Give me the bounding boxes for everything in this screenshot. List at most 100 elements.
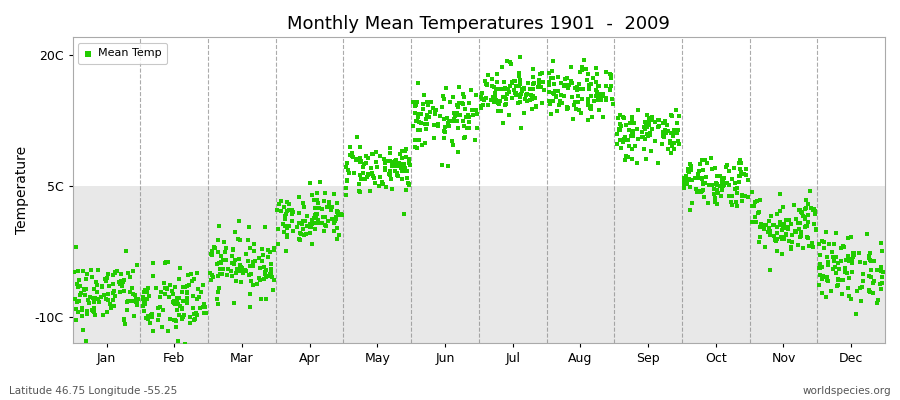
Mean Temp	[671, 127, 686, 133]
Mean Temp	[408, 103, 422, 109]
Mean Temp	[806, 220, 821, 227]
Mean Temp	[550, 108, 564, 114]
Mean Temp	[427, 122, 441, 128]
Mean Temp	[568, 98, 582, 105]
Mean Temp	[277, 229, 292, 236]
Mean Temp	[487, 99, 501, 106]
Mean Temp	[504, 79, 518, 85]
Mean Temp	[842, 258, 856, 264]
Mean Temp	[101, 297, 115, 303]
Mean Temp	[744, 202, 759, 209]
Mean Temp	[449, 102, 464, 108]
Mean Temp	[664, 130, 679, 136]
Mean Temp	[572, 86, 587, 92]
Mean Temp	[762, 232, 777, 238]
Mean Temp	[681, 169, 696, 176]
Mean Temp	[494, 108, 508, 114]
Mean Temp	[180, 289, 194, 296]
Mean Temp	[797, 214, 812, 221]
Mean Temp	[592, 94, 607, 100]
Mean Temp	[801, 200, 815, 207]
Mean Temp	[710, 181, 724, 187]
Mean Temp	[643, 132, 657, 138]
Mean Temp	[526, 66, 540, 72]
Mean Temp	[590, 94, 605, 100]
Mean Temp	[445, 138, 459, 144]
Mean Temp	[551, 88, 565, 94]
Mean Temp	[853, 298, 868, 304]
Mean Temp	[91, 296, 105, 302]
Mean Temp	[685, 176, 699, 183]
Mean Temp	[680, 180, 695, 186]
Mean Temp	[151, 304, 166, 311]
Mean Temp	[256, 264, 271, 270]
Mean Temp	[618, 157, 633, 163]
Mean Temp	[368, 159, 382, 166]
Mean Temp	[728, 199, 742, 205]
Mean Temp	[725, 202, 740, 208]
Mean Temp	[529, 103, 544, 109]
Mean Temp	[717, 182, 732, 189]
Mean Temp	[733, 172, 747, 179]
Mean Temp	[290, 223, 304, 230]
Mean Temp	[745, 219, 760, 225]
Mean Temp	[635, 134, 650, 140]
Mean Temp	[266, 276, 281, 283]
Mean Temp	[426, 105, 440, 111]
Mean Temp	[369, 149, 383, 156]
Mean Temp	[794, 209, 808, 216]
Mean Temp	[461, 112, 475, 118]
Mean Temp	[103, 300, 117, 307]
Mean Temp	[313, 179, 328, 185]
Mean Temp	[542, 98, 556, 104]
Mean Temp	[631, 136, 645, 142]
Mean Temp	[166, 300, 181, 306]
Mean Temp	[130, 302, 144, 308]
Mean Temp	[717, 175, 732, 181]
Mean Temp	[300, 223, 314, 229]
Mean Temp	[211, 236, 225, 243]
Mean Temp	[145, 310, 159, 317]
Mean Temp	[626, 116, 640, 123]
Mean Temp	[408, 103, 422, 110]
Mean Temp	[204, 250, 219, 257]
Mean Temp	[129, 299, 143, 306]
Mean Temp	[806, 240, 820, 246]
Mean Temp	[631, 107, 645, 113]
Mean Temp	[663, 150, 678, 156]
Mean Temp	[243, 245, 257, 251]
Mean Temp	[310, 197, 325, 203]
Mean Temp	[207, 244, 221, 250]
Mean Temp	[254, 296, 268, 303]
Mean Temp	[523, 86, 537, 92]
Mean Temp	[617, 136, 632, 142]
Mean Temp	[332, 211, 347, 217]
Mean Temp	[614, 123, 628, 130]
Mean Temp	[682, 176, 697, 182]
Mean Temp	[648, 138, 662, 144]
Mean Temp	[340, 160, 355, 166]
Mean Temp	[282, 207, 296, 213]
Mean Temp	[511, 82, 526, 89]
Mean Temp	[322, 200, 337, 206]
Mean Temp	[282, 223, 296, 230]
Legend: Mean Temp: Mean Temp	[78, 43, 167, 64]
Mean Temp	[308, 226, 322, 232]
Mean Temp	[398, 165, 412, 172]
Mean Temp	[402, 181, 417, 188]
Mean Temp	[433, 113, 447, 119]
Mean Temp	[505, 80, 519, 86]
Mean Temp	[767, 222, 781, 228]
Mean Temp	[364, 150, 379, 157]
Mean Temp	[800, 219, 814, 225]
Mean Temp	[862, 273, 877, 279]
Mean Temp	[456, 118, 471, 124]
Mean Temp	[418, 92, 432, 98]
Mean Temp	[531, 76, 545, 83]
Mean Temp	[799, 223, 814, 229]
Mean Temp	[874, 264, 888, 270]
Mean Temp	[165, 287, 179, 294]
Mean Temp	[446, 94, 460, 100]
Mean Temp	[518, 86, 532, 92]
Mean Temp	[480, 80, 494, 87]
